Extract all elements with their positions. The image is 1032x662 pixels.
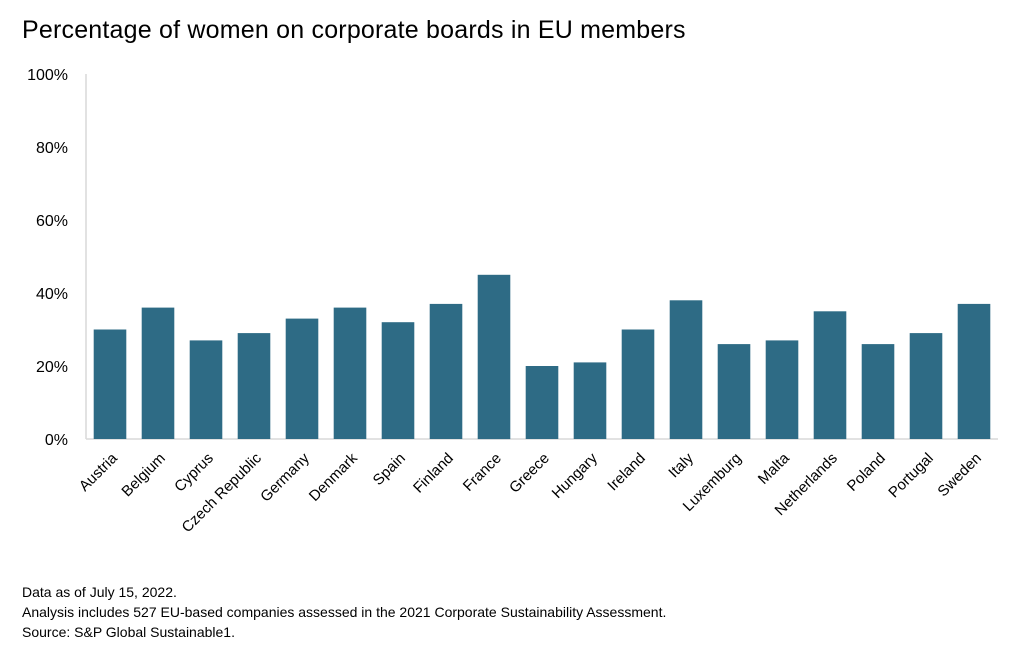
x-tick-label: Greece bbox=[506, 450, 553, 497]
x-tick-label: Belgium bbox=[118, 450, 168, 500]
bar-belgium bbox=[141, 307, 175, 439]
x-tick-label: Malta bbox=[755, 449, 793, 487]
footer-source: Source: S&P Global Sustainable1. bbox=[22, 624, 235, 640]
y-tick-label: 40% bbox=[36, 286, 68, 303]
bar-luxemburg bbox=[717, 344, 751, 439]
bar-netherlands bbox=[813, 311, 847, 440]
x-tick-label: Poland bbox=[844, 450, 889, 495]
bar-spain bbox=[381, 322, 415, 439]
x-tick-label: Spain bbox=[370, 450, 409, 489]
x-tick-label: Sweden bbox=[934, 450, 984, 500]
bar-greece bbox=[525, 366, 559, 439]
footer-date-note: Data as of July 15, 2022. bbox=[22, 584, 177, 600]
bar-italy bbox=[669, 300, 703, 439]
x-tick-label: Ireland bbox=[604, 450, 648, 494]
y-tick-label: 0% bbox=[45, 432, 68, 449]
bar-germany bbox=[285, 318, 319, 439]
bar-portugal bbox=[909, 333, 943, 439]
x-tick-label: Denmark bbox=[306, 449, 361, 504]
chart-title: Percentage of women on corporate boards … bbox=[22, 16, 686, 44]
x-tick-label: Portugal bbox=[885, 450, 937, 502]
bar-czech-republic bbox=[237, 333, 271, 439]
bar-finland bbox=[429, 303, 463, 439]
y-tick-label: 100% bbox=[27, 67, 68, 84]
bar-france bbox=[477, 274, 511, 440]
bars bbox=[93, 274, 991, 440]
chart-footer: Data as of July 15, 2022. Analysis inclu… bbox=[22, 582, 666, 642]
footer-analysis-note: Analysis includes 527 EU-based companies… bbox=[22, 604, 667, 620]
bar-cyprus bbox=[189, 340, 223, 439]
bar-hungary bbox=[573, 362, 607, 439]
x-tick-label: Hungary bbox=[549, 449, 601, 501]
bar-austria bbox=[93, 329, 127, 439]
x-tick-label: Finland bbox=[410, 450, 457, 497]
x-tick-label: Cyprus bbox=[171, 450, 217, 496]
bar-malta bbox=[765, 340, 799, 439]
x-tick-label: Austria bbox=[76, 449, 121, 494]
y-tick-label: 60% bbox=[36, 213, 68, 230]
y-tick-label: 20% bbox=[36, 359, 68, 376]
y-tick-label: 80% bbox=[36, 140, 68, 157]
bar-ireland bbox=[621, 329, 655, 439]
x-tick-label: Germany bbox=[257, 449, 313, 505]
x-tick-label: France bbox=[460, 450, 505, 495]
bar-poland bbox=[861, 344, 895, 439]
bar-denmark bbox=[333, 307, 367, 439]
bar-sweden bbox=[957, 303, 991, 439]
x-tick-label: Italy bbox=[665, 449, 697, 481]
